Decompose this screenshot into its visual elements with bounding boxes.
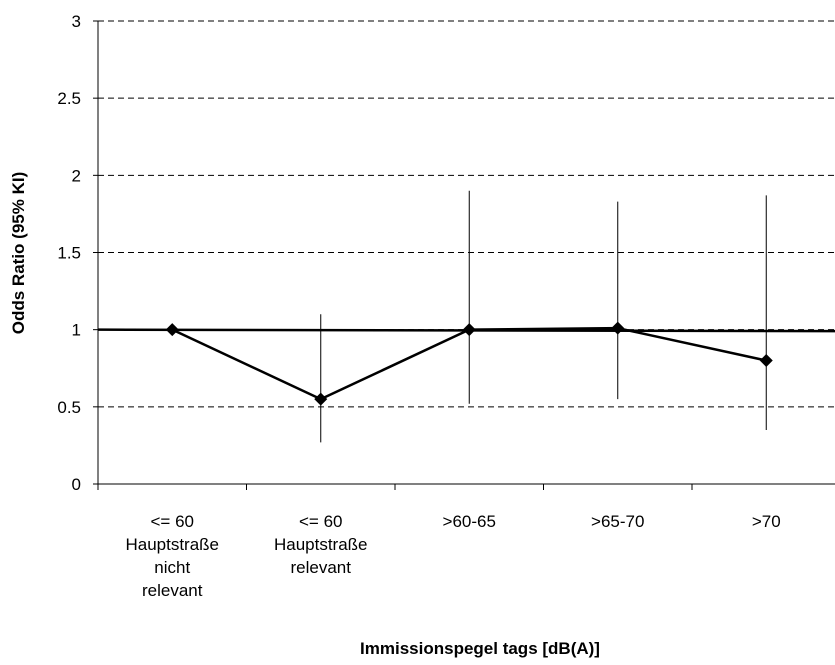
y-tick-label: 2.5 xyxy=(57,89,81,108)
y-tick-label: 1 xyxy=(72,321,81,340)
y-tick-label: 0 xyxy=(72,475,81,494)
y-tick-label: 3 xyxy=(72,12,81,31)
y-tick-label: 1.5 xyxy=(57,244,81,263)
series xyxy=(165,321,773,406)
axes xyxy=(93,20,835,490)
gridlines xyxy=(98,20,835,408)
confidence-intervals xyxy=(320,190,767,443)
data-point-marker xyxy=(611,321,625,335)
y-tick-label: 2 xyxy=(72,166,81,185)
data-point-marker xyxy=(462,323,476,337)
data-point-marker xyxy=(314,392,328,406)
x-tick-labels: <= 60 Hauptstraße nicht relevant <= 60 Haupts… xyxy=(125,512,780,600)
x-tick-label: >70 xyxy=(752,512,781,531)
y-tick-labels: 0 0.5 1 1.5 2 2.5 3 xyxy=(57,12,81,494)
x-tick-label: <= 60 Hauptstraße nicht relevant xyxy=(125,512,219,600)
x-tick-label: <= 60 Hauptstraße relevant xyxy=(274,512,368,577)
data-point-marker xyxy=(165,323,179,337)
x-tick-label: >65-70 xyxy=(591,512,644,531)
x-tick-label: >60-65 xyxy=(443,512,496,531)
x-axis-label: Immissionspegel tags [dB(A)] xyxy=(360,639,600,658)
y-tick-label: 0.5 xyxy=(57,398,81,417)
y-axis-label: Odds Ratio (95% KI) xyxy=(9,172,28,334)
data-point-marker xyxy=(759,354,773,368)
